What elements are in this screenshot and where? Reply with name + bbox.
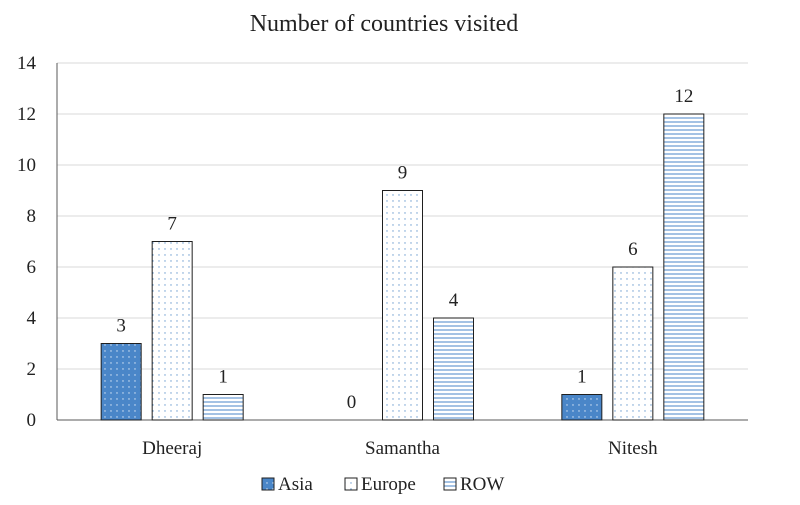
legend-label: ROW <box>460 474 504 495</box>
bar-asia-dheeraj <box>100 343 142 421</box>
legend-swatch-row <box>443 477 457 491</box>
y-tick-label: 4 <box>27 308 37 329</box>
chart-title: Number of countries visited <box>250 11 519 37</box>
y-tick-label: 2 <box>27 359 37 380</box>
data-label: 9 <box>398 163 408 184</box>
data-label: 1 <box>577 367 587 388</box>
bar-europe-samantha <box>382 190 423 421</box>
legend-label: Europe <box>361 474 416 495</box>
legend-label: Asia <box>278 474 313 495</box>
data-label: 4 <box>449 290 459 311</box>
y-tick-label: 0 <box>27 410 37 431</box>
data-label: 1 <box>218 367 228 388</box>
data-label: 6 <box>628 239 638 260</box>
legend-swatch-asia <box>261 477 275 491</box>
bar-europe-nitesh <box>612 266 654 421</box>
bar-row-dheeraj <box>202 394 244 421</box>
bars <box>100 113 705 421</box>
y-tick-label: 12 <box>17 104 36 125</box>
data-label: 3 <box>116 316 126 337</box>
y-tick-label: 8 <box>27 206 37 227</box>
bar-row-samantha <box>433 317 474 421</box>
data-labels: 3 7 1 0 9 4 1 6 12 <box>116 86 693 413</box>
x-category-label: Nitesh <box>608 438 658 459</box>
x-category-label: Samantha <box>365 438 440 459</box>
data-label: 12 <box>674 86 693 107</box>
data-label: 7 <box>167 214 177 235</box>
legend: Asia Europe ROW <box>261 474 504 495</box>
bar-asia-nitesh <box>561 394 603 421</box>
x-category-label: Dheeraj <box>142 438 202 459</box>
bar-europe-dheeraj <box>151 241 193 421</box>
data-label: 0 <box>347 392 357 413</box>
bar-row-nitesh <box>663 113 705 421</box>
y-tick-label: 10 <box>17 155 36 176</box>
y-tick-label: 14 <box>17 53 37 74</box>
legend-swatch-europe <box>344 477 358 491</box>
y-tick-label: 6 <box>27 257 37 278</box>
